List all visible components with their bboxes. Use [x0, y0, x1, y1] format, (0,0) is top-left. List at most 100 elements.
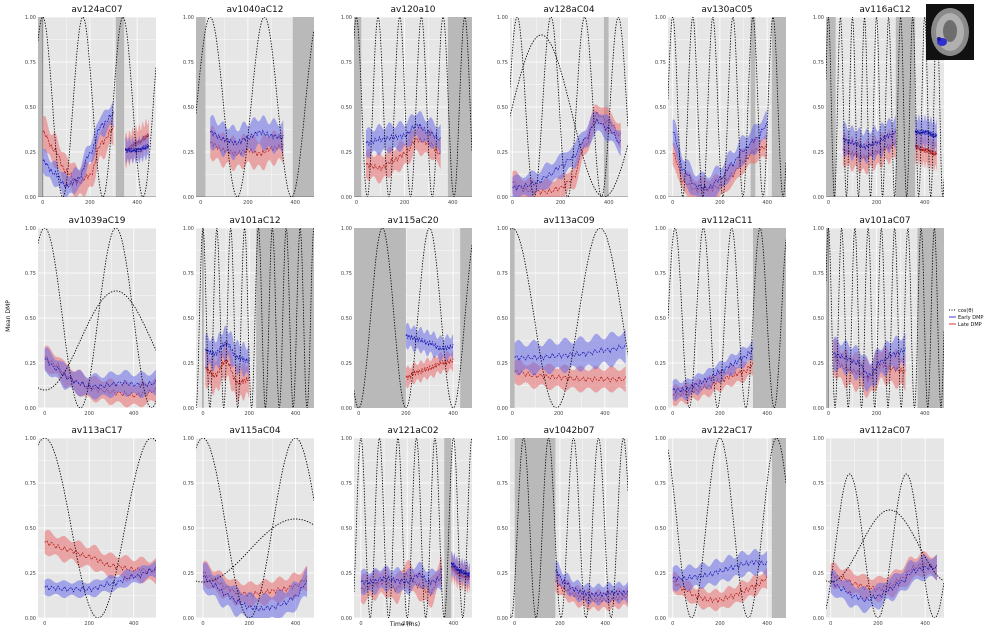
- cos-theta-curve: [196, 438, 314, 618]
- y-tick-label: 1.00: [497, 226, 508, 232]
- cos-theta-curve: [196, 518, 314, 583]
- cos-theta-curve: [38, 17, 156, 197]
- panel-av1039aC19: av1039aC19 0.00 0.25 0.50 0.75 1.00 0 200 400: [25, 216, 156, 417]
- panel-av115aC20: av115aC20 0.00 0.25 0.50 0.75 1.00 0 200 400: [341, 216, 472, 417]
- y-tick-label: 1.00: [25, 226, 36, 232]
- x-tick-label: 400: [762, 411, 772, 417]
- panel-plot-area: [38, 438, 156, 618]
- early-dmp-ribbon: [512, 110, 621, 197]
- early-dmp-line: [672, 347, 754, 394]
- y-tick-label: 1.00: [183, 436, 194, 442]
- early-dmp-line: [42, 111, 114, 190]
- y-tick-label: 0.25: [655, 571, 666, 577]
- panel-plot-area: [38, 228, 156, 408]
- x-tick-label: 400: [600, 411, 610, 417]
- y-tick-label: 0.25: [497, 150, 508, 156]
- panel-plot-area: [354, 438, 472, 618]
- y-tick-label: 0.50: [25, 526, 36, 532]
- legend-label: Late DMP: [958, 322, 982, 328]
- y-tick-label: 1.00: [497, 436, 508, 442]
- panel-av112aC07: av112aC07 0.00 0.25 0.50 0.75 1.00 0 200 400: [813, 426, 944, 627]
- x-tick-label: 0: [511, 411, 514, 417]
- early-dmp-line: [450, 561, 471, 577]
- x-tick-label: 0: [43, 411, 46, 417]
- y-axis-label: Mean DMP: [5, 300, 12, 332]
- cos-theta-curve: [38, 290, 156, 391]
- y-tick-label: 0.75: [497, 271, 508, 277]
- x-tick-label: 400: [601, 621, 611, 627]
- x-tick-label: 200: [554, 411, 564, 417]
- cos-theta-curve: [510, 34, 628, 197]
- y-tick-label: 0.75: [655, 481, 666, 487]
- panel-plot-area: [668, 228, 786, 408]
- y-tick-label: 0.75: [25, 481, 36, 487]
- y-tick-label: 0.75: [341, 60, 352, 66]
- panel-plot-area: [196, 17, 314, 197]
- shaded-region: [603, 17, 609, 197]
- panel-title: av124aC07: [71, 5, 122, 15]
- cos-theta-curve: [510, 438, 628, 618]
- y-tick-label: 1.00: [655, 436, 666, 442]
- y-tick-label: 0.00: [183, 406, 194, 412]
- legend-label: Early DMP: [958, 315, 983, 321]
- shaded-region: [292, 17, 314, 197]
- early-dmp-ribbon: [833, 332, 906, 392]
- panel-plot-area: [196, 438, 314, 618]
- panel-plot-area: [826, 473, 944, 618]
- x-tick-label: 200: [872, 411, 882, 417]
- early-dmp-line: [832, 347, 906, 380]
- x-tick-label: 0: [827, 411, 830, 417]
- y-tick-label: 0.00: [341, 406, 352, 412]
- late-dmp-line: [672, 575, 768, 604]
- panel-plot-area: [826, 228, 944, 408]
- x-tick-label: 0: [513, 621, 516, 627]
- y-tick-label: 0.50: [341, 316, 352, 322]
- panel-title: av128aC04: [543, 5, 595, 15]
- y-tick-label: 1.00: [183, 15, 194, 21]
- cos-theta-curve: [826, 473, 944, 618]
- shaded-region: [917, 228, 944, 408]
- early-dmp-ribbon: [672, 548, 768, 592]
- early-dmp-line: [44, 357, 156, 390]
- x-tick-label: 0: [199, 200, 202, 206]
- panel-av130aC05: av130aC05 0.00 0.25 0.50 0.75 1.00 0 200 400: [655, 5, 786, 206]
- early-dmp-line: [44, 566, 156, 593]
- panel-plot-area: [510, 228, 628, 408]
- x-tick-label: 400: [920, 200, 930, 206]
- x-tick-label: 200: [244, 621, 254, 627]
- cos-theta-curve: [826, 228, 944, 408]
- y-tick-label: 0.00: [655, 406, 666, 412]
- panel-plot-area: [510, 438, 628, 618]
- panel-av1040aC12: av1040aC12 0.00 0.25 0.50 0.75 1.00 0 200 400: [183, 5, 314, 206]
- x-tick-label: 200: [715, 621, 725, 627]
- early-dmp-ribbon: [44, 560, 156, 599]
- y-tick-label: 0.25: [183, 361, 194, 367]
- panel-plot-area: [826, 17, 944, 197]
- panel-av120a10: av120a10 0.00 0.25 0.50 0.75 1.00 0 200 400: [341, 5, 472, 206]
- x-tick-label: 400: [290, 200, 300, 206]
- y-tick-label: 0.00: [655, 195, 666, 201]
- y-tick-label: 0.75: [183, 271, 194, 277]
- y-tick-label: 0.00: [183, 616, 194, 622]
- panel-title: av101aC12: [229, 216, 280, 226]
- x-tick-label: 0: [201, 621, 204, 627]
- panel-plot-area: [354, 228, 472, 408]
- y-tick-label: 1.00: [25, 436, 36, 442]
- panel-title: av122aC17: [701, 426, 752, 436]
- x-tick-label: 200: [715, 200, 725, 206]
- x-tick-label: 400: [920, 411, 930, 417]
- shaded-region: [196, 17, 206, 197]
- x-tick-label: 0: [671, 411, 674, 417]
- cos-theta-curve: [38, 438, 156, 618]
- y-tick-label: 0.25: [183, 150, 194, 156]
- cos-theta-curve: [354, 438, 472, 618]
- shaded-region: [256, 228, 314, 408]
- panel-av116aC12: av116aC12 0.00 0.25 0.50 0.75 1.00 0 200 400: [813, 5, 944, 206]
- cos-theta-curve: [668, 228, 786, 408]
- x-tick-label: 200: [85, 200, 95, 206]
- panel-title: av1040aC12: [227, 5, 284, 15]
- panel-plot-area: [668, 17, 786, 197]
- y-tick-label: 0.25: [655, 150, 666, 156]
- legend-label: cos(θ): [958, 308, 973, 314]
- early-dmp-ribbon: [915, 114, 937, 154]
